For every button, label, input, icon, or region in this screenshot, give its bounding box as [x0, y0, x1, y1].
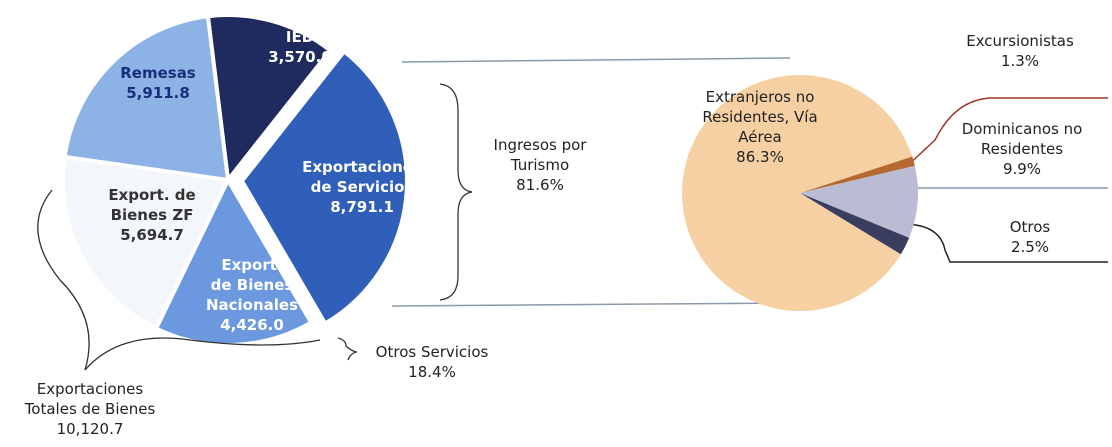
value-label: 86.3% — [736, 148, 784, 166]
value-label: 8,791.1 — [330, 198, 394, 216]
pie-slice — [800, 156, 915, 193]
value-label: 2.5% — [1011, 238, 1049, 256]
slice-label: Export. de Bienes ZF — [108, 186, 195, 224]
slice-label: IED — [286, 28, 314, 46]
brace — [337, 337, 359, 361]
pie-slice — [682, 75, 913, 311]
slice-label: Otros — [1010, 218, 1051, 236]
annotation-value: 18.4% — [408, 363, 456, 381]
value-label: 9.9% — [1003, 160, 1041, 178]
slice-label: Export. de Bienes Nacionales — [206, 256, 298, 314]
annotation-value: 81.6% — [516, 176, 564, 194]
leader-line — [904, 97, 1108, 169]
slice-label: Dominicanos no Residentes — [962, 120, 1083, 158]
pie-slice — [205, 13, 333, 186]
value-label: 4,426.0 — [220, 316, 284, 334]
annotation: Exportaciones Totales de Bienes — [24, 380, 156, 418]
annotation: Otros Servicios — [376, 343, 489, 361]
slice-label: Extranjeros no Residentes, Vía Aérea — [702, 88, 817, 146]
pie-slice — [62, 13, 231, 183]
annotation-value: 10,120.7 — [57, 420, 124, 438]
slice-label: Excursionistas — [966, 32, 1074, 50]
leader-line — [904, 223, 1108, 263]
pie-slice — [61, 154, 231, 332]
slice-label: Exportaciones de Servicios — [302, 158, 422, 196]
value-label: 5,911.8 — [126, 84, 190, 102]
brace — [37, 189, 321, 371]
annotation: Ingresos por Turismo — [494, 136, 588, 174]
value-label: 5,694.7 — [120, 226, 184, 244]
pie-slice — [800, 193, 910, 255]
connector-line — [401, 57, 791, 63]
value-label: 3,570.0 — [268, 48, 332, 66]
connector-line — [391, 302, 791, 307]
value-label: 1.3% — [1001, 52, 1039, 70]
pie-slice — [239, 48, 409, 327]
brace — [439, 83, 473, 301]
pie-slice — [153, 175, 314, 347]
slice-label: Remesas — [120, 64, 196, 82]
pie-slice — [800, 165, 918, 238]
